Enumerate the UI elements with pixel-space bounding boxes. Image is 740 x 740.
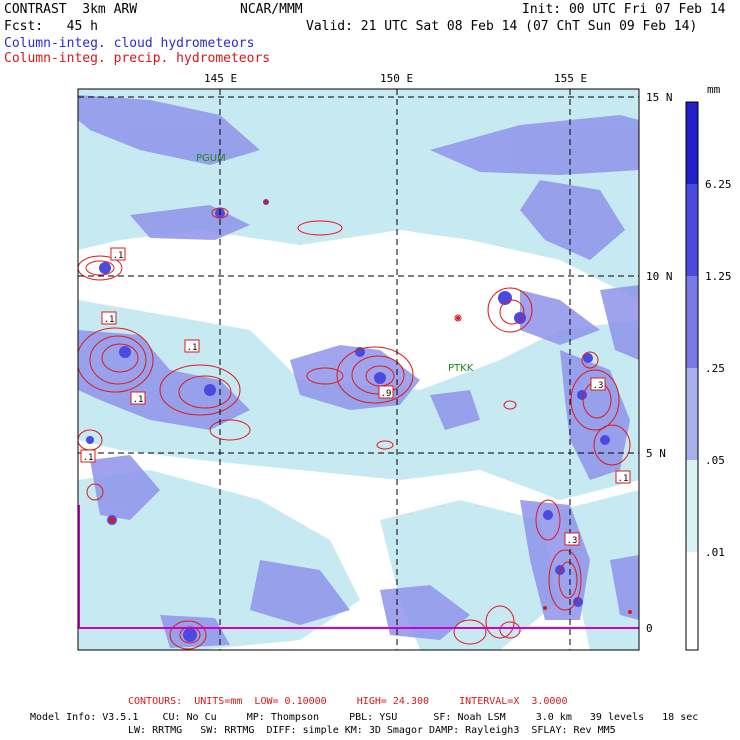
- model-title: CONTRAST 3km ARW: [4, 2, 138, 17]
- forecast-hour: Fcst: 45 h: [4, 19, 98, 34]
- colorbar-level: .05: [705, 454, 725, 467]
- lat-label-15n: 15 N: [646, 91, 673, 104]
- institution-label: NCAR/MMM: [240, 2, 303, 17]
- contour-label: .3: [593, 381, 604, 391]
- field-precip-label: Column-integ. precip. hydrometeors: [4, 51, 271, 66]
- colorbar: [685, 101, 699, 651]
- lon-label-145: 145 E: [204, 72, 237, 85]
- lon-label-150: 150 E: [380, 72, 413, 85]
- precip-cores: [109, 200, 632, 614]
- lat-label-0: 0: [646, 622, 653, 635]
- colorbar-level: .25: [705, 362, 725, 375]
- contour-labels: .1 .1 .1 .1 .1 .9 .1 .3 .3: [83, 251, 629, 546]
- station-ptkk: PTKK: [448, 363, 474, 374]
- contour-info: CONTOURS: UNITS=mm LOW= 0.10000 HIGH= 24…: [128, 696, 568, 707]
- map-gridlines: [78, 89, 639, 650]
- station-pgum: PGUM: [196, 153, 226, 164]
- contour-label: .1: [113, 251, 124, 261]
- contour-label: .9: [381, 389, 392, 399]
- colorbar-unit: mm: [707, 83, 721, 96]
- valid-time: Valid: 21 UTC Sat 08 Feb 14 (07 ChT Sun …: [306, 19, 698, 34]
- model-info-line1: Model Info: V3.5.1 CU: No Cu MP: Thompso…: [30, 712, 699, 723]
- colorbar-labels: mm 6.25 1.25 .25 .05 .01: [705, 83, 732, 559]
- colorbar-level: 1.25: [705, 270, 732, 283]
- colorbar-level: 6.25: [705, 178, 732, 191]
- field-cloud-label: Column-integ. cloud hydrometeors: [4, 36, 255, 51]
- contour-label: .1: [187, 343, 198, 353]
- contour-label: .1: [133, 395, 144, 405]
- map-frame: [77, 88, 640, 651]
- contour-label: .1: [104, 315, 115, 325]
- init-time: Init: 00 UTC Fri 07 Feb 14: [522, 2, 726, 17]
- contour-label: .3: [567, 536, 578, 546]
- stations: PGUM PTKK: [196, 153, 474, 374]
- axis-labels: 145 E 150 E 155 E 15 N 10 N 5 N 0: [204, 72, 673, 635]
- lat-label-5n: 5 N: [646, 447, 666, 460]
- contour-label-boxes: [80, 247, 631, 546]
- lon-label-155: 155 E: [554, 72, 587, 85]
- colorbar-level: .01: [705, 546, 725, 559]
- precip-contours: [78, 207, 631, 650]
- contour-label: .1: [83, 453, 94, 463]
- lat-label-10n: 10 N: [646, 270, 673, 283]
- model-info-line2: LW: RRTMG SW: RRTMG DIFF: simple KM: 3D …: [128, 725, 616, 736]
- contour-label: .1: [618, 474, 629, 484]
